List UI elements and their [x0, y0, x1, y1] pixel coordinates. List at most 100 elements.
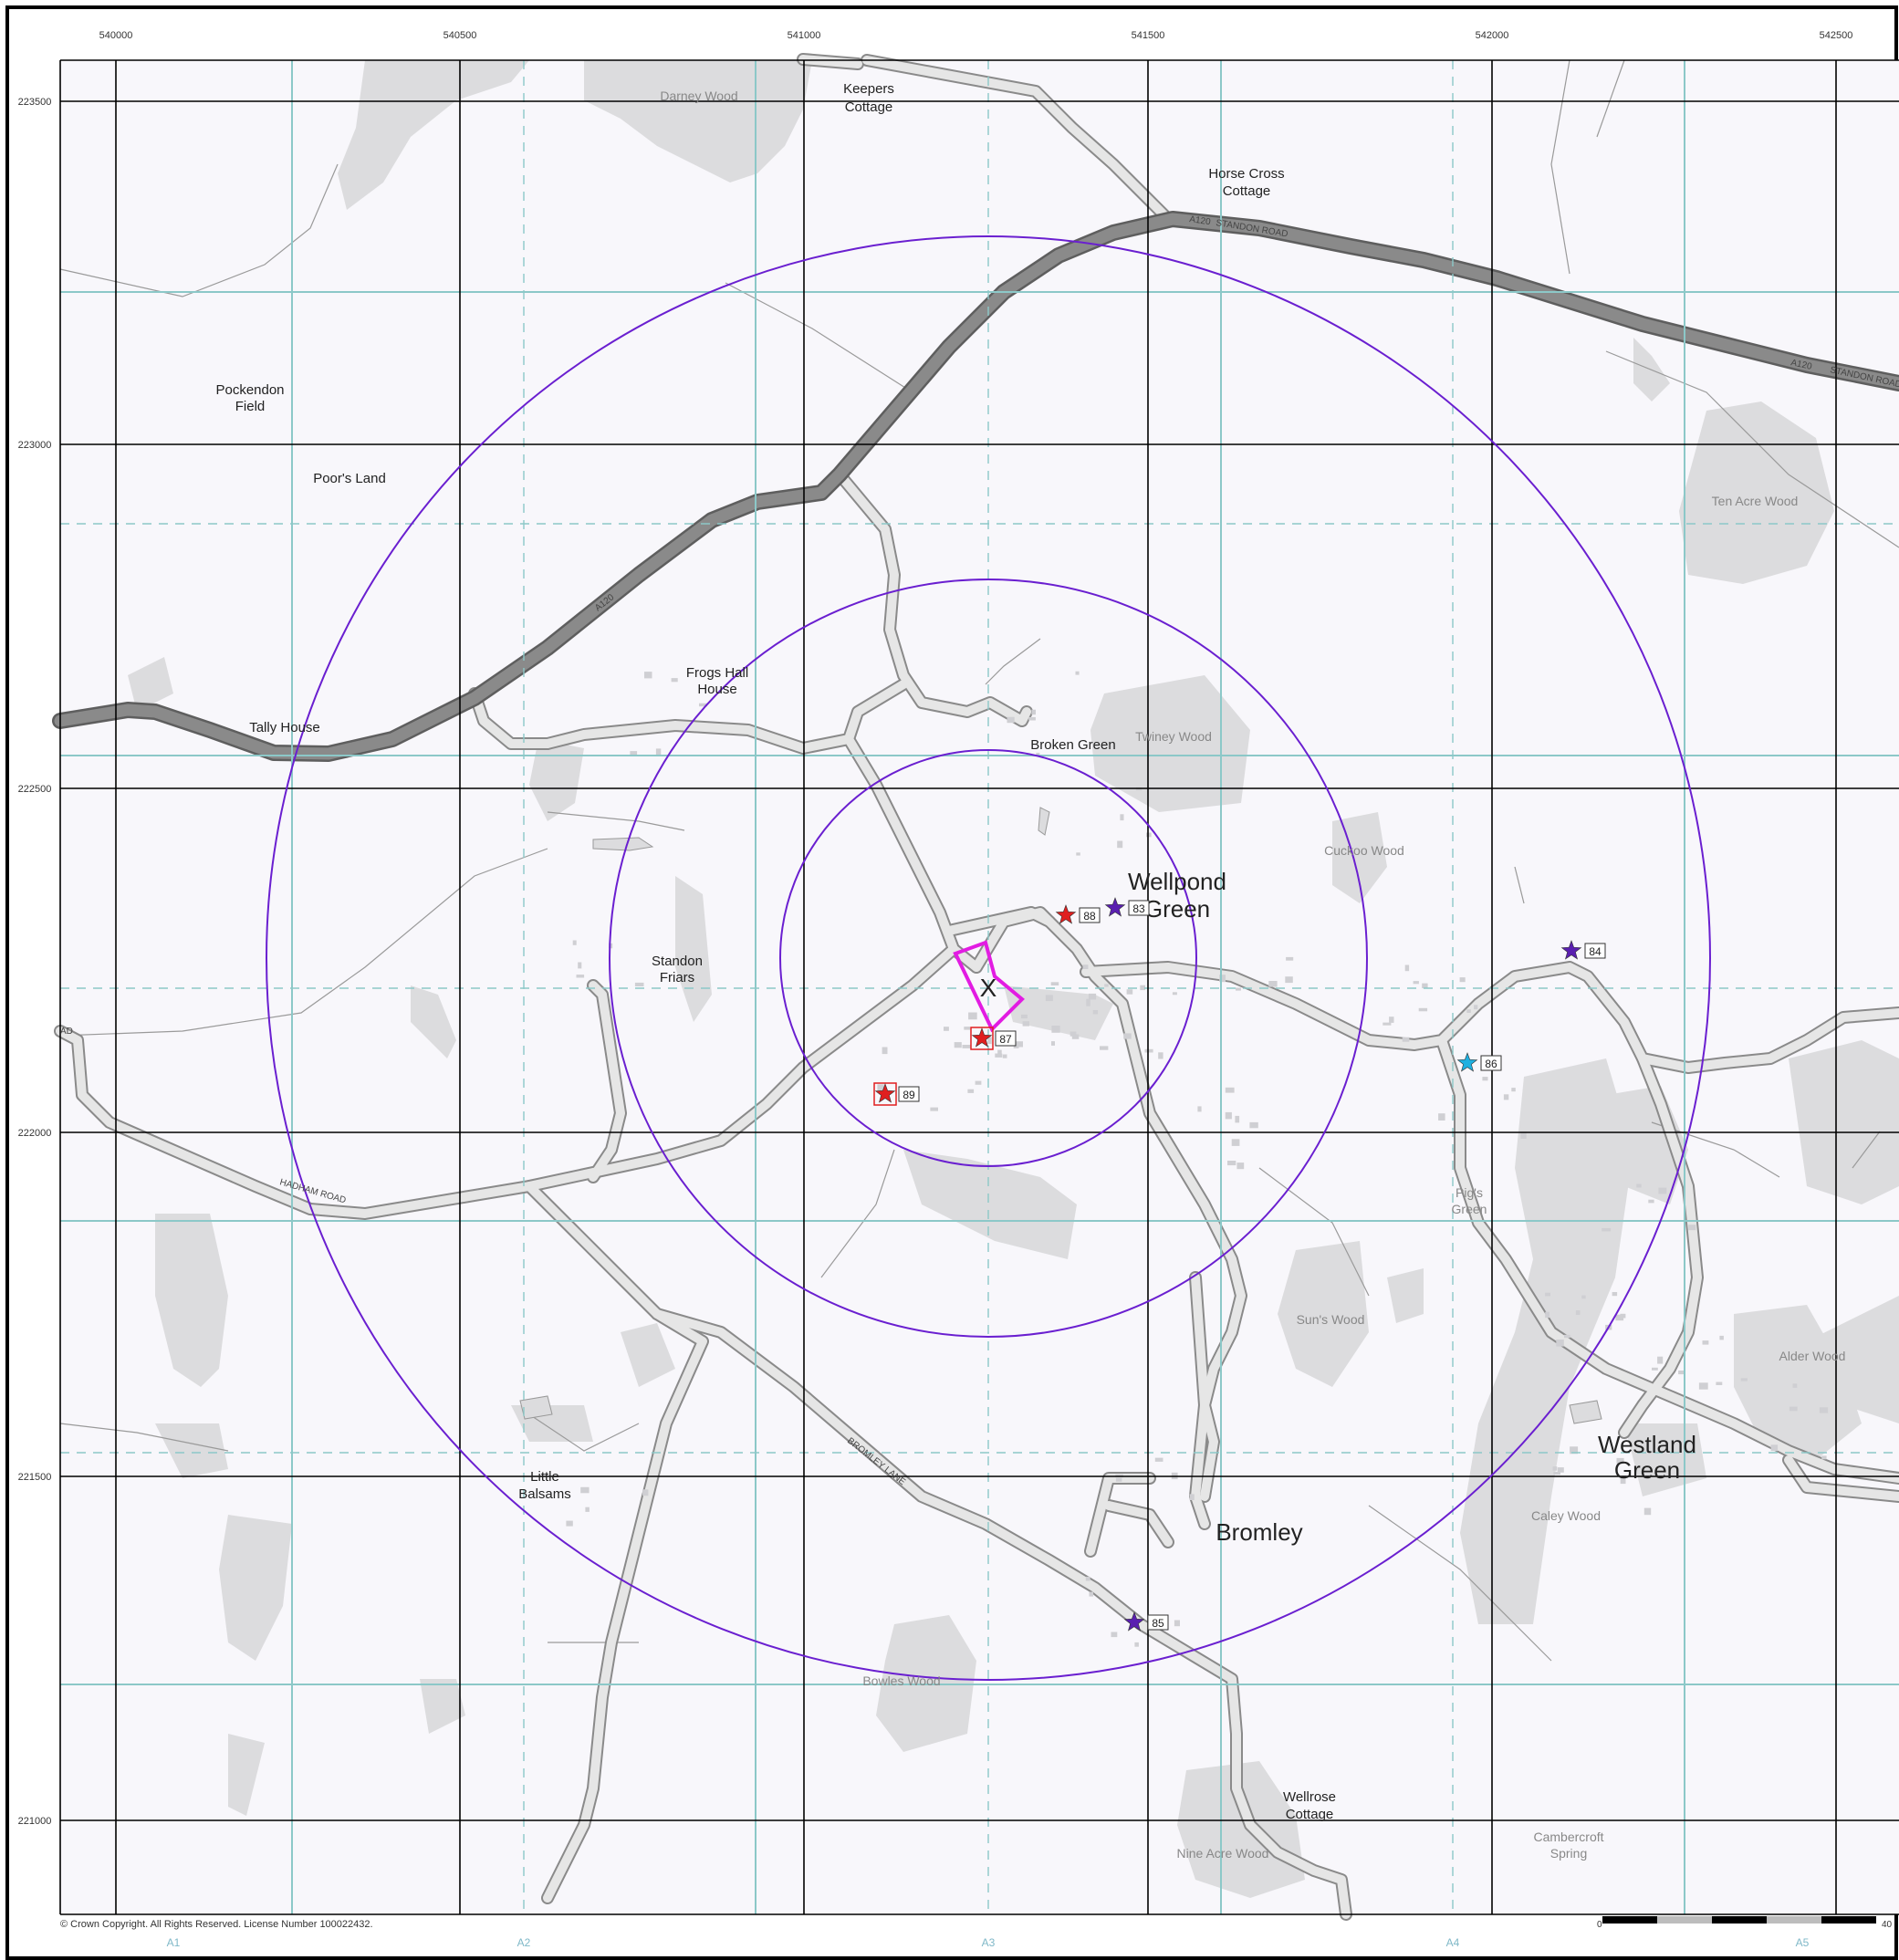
point-label: 87 — [999, 1033, 1012, 1046]
place-label: Cottage — [1223, 183, 1271, 199]
point-box — [970, 1027, 994, 1050]
national-grid — [59, 59, 1899, 1915]
record-point-85[interactable]: 85 — [1123, 1611, 1169, 1632]
building — [1648, 1199, 1654, 1204]
sheet-label: A2 — [517, 1936, 531, 1949]
building — [1189, 1494, 1195, 1500]
building — [1231, 1139, 1240, 1146]
point-label-box — [1480, 1055, 1502, 1071]
woodland-area — [155, 1423, 228, 1478]
place-label: Broken Green — [1030, 737, 1115, 753]
building — [1819, 1407, 1829, 1413]
building — [1557, 1467, 1564, 1473]
place-label: Little — [530, 1469, 559, 1485]
place-label: Standon — [652, 954, 703, 969]
building — [1545, 1311, 1549, 1319]
building — [1140, 985, 1145, 991]
woodland-area — [1624, 1423, 1706, 1496]
wood-label: Sun's Wood — [1297, 1312, 1365, 1327]
sheet-label: A3 — [982, 1936, 996, 1949]
northing-labels: 223500 223000 222500 222000 221500 221000 — [18, 97, 52, 1827]
building — [580, 1486, 590, 1494]
pond — [1038, 807, 1050, 836]
building — [877, 1084, 884, 1091]
building — [1564, 1334, 1570, 1339]
buffer-ring-outer — [266, 235, 1711, 1681]
place-label: Green — [1452, 1202, 1487, 1216]
building — [1702, 1340, 1709, 1345]
building — [572, 940, 577, 945]
record-points[interactable]: 83 84 85 86 87 88 89 — [873, 897, 1606, 1632]
woodland-area — [155, 1214, 228, 1387]
woodland-area — [1679, 401, 1834, 584]
building — [1821, 1455, 1827, 1460]
northing-label: 223500 — [18, 97, 52, 108]
building — [1482, 1077, 1488, 1081]
building — [1418, 1007, 1428, 1012]
woodland-area — [675, 876, 712, 1022]
star-icon — [1123, 1611, 1145, 1632]
wood-label: Darney Wood — [660, 89, 737, 103]
site-boundary[interactable] — [953, 940, 1025, 1033]
building — [1225, 1087, 1235, 1093]
building — [975, 1080, 982, 1085]
building — [1050, 982, 1059, 985]
building — [1002, 1054, 1007, 1058]
building — [1086, 998, 1090, 1006]
building — [1657, 1356, 1664, 1364]
road-label: A120 — [1789, 358, 1813, 372]
scale-segment — [1657, 1916, 1712, 1924]
point-label: 89 — [903, 1089, 915, 1101]
record-point-88[interactable]: 88 — [1055, 904, 1101, 924]
wood-label: Caley Wood — [1531, 1508, 1601, 1523]
record-point-87[interactable]: 87 — [970, 1027, 1017, 1050]
building — [1225, 1111, 1232, 1120]
record-point-84[interactable]: 84 — [1560, 940, 1606, 960]
building — [1615, 1314, 1624, 1321]
easting-label: 541500 — [1132, 30, 1165, 41]
record-point-83[interactable]: 83 — [1104, 897, 1150, 917]
building — [968, 1012, 977, 1020]
scale-segment — [1712, 1916, 1767, 1924]
building — [1511, 1088, 1516, 1092]
building — [1553, 1471, 1560, 1475]
building — [1227, 1161, 1236, 1166]
building — [1123, 1033, 1132, 1039]
building — [1286, 956, 1294, 961]
record-point-89[interactable]: 89 — [873, 1082, 920, 1106]
wood-label: Cuckoo Wood — [1324, 843, 1404, 858]
sheet-grid — [60, 60, 1899, 1914]
building — [1249, 1121, 1258, 1129]
building — [1075, 671, 1080, 675]
place-label: Wellpond — [1128, 868, 1226, 895]
place-label: Green — [1614, 1456, 1680, 1484]
building — [1045, 995, 1053, 1002]
building — [1716, 1381, 1723, 1385]
place-label: Friars — [660, 970, 694, 985]
building — [1085, 1576, 1090, 1581]
woodland-area — [411, 985, 456, 1058]
scale-segment — [1767, 1916, 1821, 1924]
site[interactable]: X — [953, 940, 1025, 1033]
building — [1719, 1335, 1724, 1340]
site-marker: X — [980, 974, 997, 1002]
record-point-86[interactable]: 86 — [1456, 1052, 1502, 1072]
building — [1636, 1183, 1642, 1188]
building — [1620, 1476, 1626, 1485]
place-labels: Keepers Cottage Horse Cross Cottage Pock… — [215, 81, 1696, 1861]
sheet-label: A1 — [167, 1936, 181, 1949]
building — [1789, 1406, 1798, 1412]
building — [1556, 1340, 1564, 1347]
point-label: 85 — [1152, 1617, 1164, 1630]
building — [576, 975, 585, 978]
woodland-area — [1177, 1761, 1305, 1898]
woodland-area — [128, 657, 173, 712]
place-label: Field — [235, 399, 266, 414]
point-label-box — [995, 1030, 1017, 1047]
building — [1545, 1292, 1550, 1297]
easting-label: 541000 — [788, 30, 821, 41]
building — [1022, 1021, 1029, 1027]
building — [1402, 1037, 1410, 1042]
easting-labels: 540000 540500 541000 541500 542000 542500 — [99, 30, 1853, 41]
